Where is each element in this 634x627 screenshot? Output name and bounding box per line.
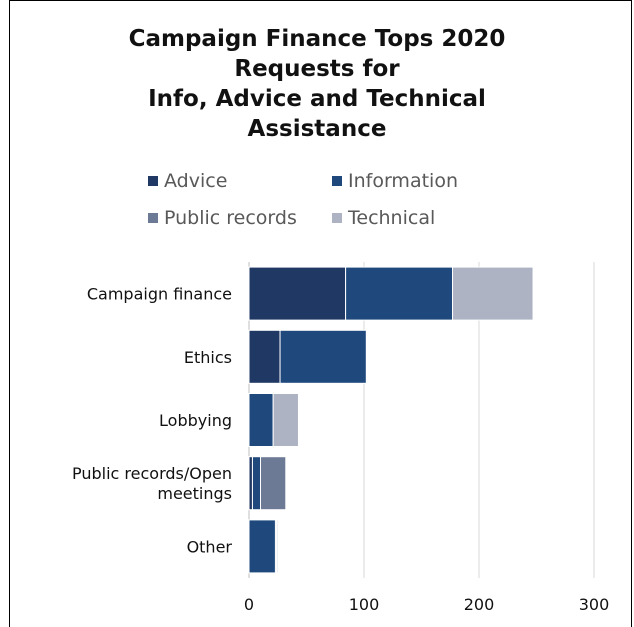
bar-information-0 bbox=[345, 266, 454, 321]
category-label-line: Campaign finance bbox=[87, 285, 232, 304]
category-label-line: Ethics bbox=[184, 348, 232, 367]
chart-title: Campaign Finance Tops 2020 Requests for … bbox=[0, 24, 634, 144]
x-tick-label-100: 100 bbox=[349, 595, 380, 614]
category-label-line: Public records/Open bbox=[72, 464, 232, 483]
bar-information-1 bbox=[279, 329, 367, 384]
x-tick-label-300: 300 bbox=[579, 595, 610, 614]
legend-swatch-public-records bbox=[148, 213, 158, 223]
category-label-1: Ethics bbox=[184, 348, 232, 367]
legend-item-technical: Technical bbox=[332, 207, 435, 229]
title-line-2: Requests for bbox=[234, 56, 400, 82]
legend-item-public-records: Public records bbox=[148, 207, 297, 229]
bar-public-records-3 bbox=[260, 456, 287, 511]
category-label-line: Other bbox=[187, 537, 233, 556]
bar-technical-4 bbox=[276, 519, 279, 574]
legend-label-information: Information bbox=[348, 170, 458, 192]
category-label-0: Campaign finance bbox=[87, 285, 232, 304]
legend-row-1: Advice Information bbox=[0, 170, 634, 207]
chart-legend: Advice Information Public records Techni… bbox=[0, 170, 634, 244]
category-label-2: Lobbying bbox=[159, 411, 232, 430]
bar-advice-0 bbox=[248, 266, 347, 321]
bar-advice-3 bbox=[248, 456, 253, 511]
title-line-1: Campaign Finance Tops 2020 bbox=[128, 26, 506, 52]
legend-item-information: Information bbox=[332, 170, 458, 192]
bar-information-3 bbox=[251, 456, 261, 511]
legend-swatch-information bbox=[332, 176, 342, 186]
category-label-line: Lobbying bbox=[159, 411, 232, 430]
x-tick-label-0: 0 bbox=[244, 595, 254, 614]
bar-information-4 bbox=[248, 519, 276, 574]
legend-swatch-advice bbox=[148, 176, 158, 186]
legend-label-public-records: Public records bbox=[164, 207, 297, 229]
title-line-3: Info, Advice and Technical bbox=[148, 86, 486, 112]
legend-row-2: Public records Technical bbox=[0, 207, 634, 244]
legend-swatch-technical bbox=[332, 213, 342, 223]
bar-technical-2 bbox=[272, 393, 299, 447]
bar-advice-1 bbox=[248, 329, 281, 384]
legend-label-technical: Technical bbox=[348, 207, 436, 229]
bar-technical-0 bbox=[452, 266, 534, 321]
legend-item-advice: Advice bbox=[148, 170, 227, 192]
category-label-line: meetings bbox=[157, 484, 232, 503]
x-tick-label-200: 200 bbox=[464, 595, 495, 614]
legend-label-advice: Advice bbox=[164, 170, 228, 192]
bar-information-2 bbox=[248, 393, 274, 447]
category-label-4: Other bbox=[187, 537, 233, 556]
title-line-4: Assistance bbox=[247, 116, 387, 142]
category-label-3: Public records/Open meetings bbox=[72, 464, 232, 503]
